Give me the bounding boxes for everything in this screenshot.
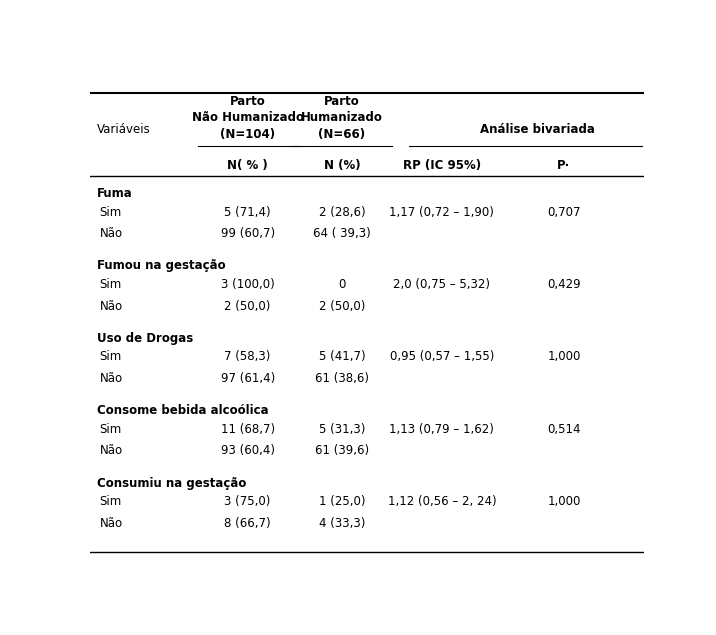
Text: RP (IC 95%): RP (IC 95%) [403,159,481,171]
Text: 61 (39,6): 61 (39,6) [315,444,369,457]
Text: Consumiu na gestação: Consumiu na gestação [97,476,246,490]
Text: Não: Não [100,372,122,385]
Text: 1,17 (0,72 – 1,90): 1,17 (0,72 – 1,90) [390,206,494,218]
Text: 61 (38,6): 61 (38,6) [315,372,369,385]
Text: 3 (75,0): 3 (75,0) [224,495,271,508]
Text: 8 (66,7): 8 (66,7) [224,517,271,530]
Text: 2 (50,0): 2 (50,0) [319,300,365,312]
Text: Sim: Sim [100,278,122,291]
Text: 0,707: 0,707 [547,206,581,218]
Text: 64 ( 39,3): 64 ( 39,3) [313,227,371,240]
Text: Variáveis: Variáveis [97,123,150,137]
Text: Sim: Sim [100,206,122,218]
Text: 0,429: 0,429 [547,278,581,291]
Text: Sim: Sim [100,351,122,363]
Text: Sim: Sim [100,495,122,508]
Text: 5 (71,4): 5 (71,4) [224,206,271,218]
Text: 2 (50,0): 2 (50,0) [224,300,271,312]
Text: Uso de Drogas: Uso de Drogas [97,331,193,345]
Text: 4 (33,3): 4 (33,3) [319,517,365,530]
Text: Não: Não [100,300,122,312]
Text: 11 (68,7): 11 (68,7) [221,423,275,436]
Text: Não: Não [100,517,122,530]
Text: 1,12 (0,56 – 2, 24): 1,12 (0,56 – 2, 24) [387,495,496,508]
Text: Fumou na gestação: Fumou na gestação [97,260,226,272]
Text: P·: P· [557,159,571,171]
Text: N( % ): N( % ) [227,159,268,171]
Text: 2 (28,6): 2 (28,6) [319,206,365,218]
Text: Parto
Não Humanizado
(N=104): Parto Não Humanizado (N=104) [192,95,304,141]
Text: Análise bivariada: Análise bivariada [480,123,595,137]
Text: 2,0 (0,75 – 5,32): 2,0 (0,75 – 5,32) [393,278,490,291]
Text: Fuma: Fuma [97,187,132,200]
Text: 0,95 (0,57 – 1,55): 0,95 (0,57 – 1,55) [390,351,494,363]
Text: 3 (100,0): 3 (100,0) [221,278,274,291]
Text: 0: 0 [338,278,346,291]
Text: Parto
Humanizado
(N=66): Parto Humanizado (N=66) [301,95,383,141]
Text: 93 (60,4): 93 (60,4) [221,444,275,457]
Text: 7 (58,3): 7 (58,3) [224,351,271,363]
Text: 0,514: 0,514 [547,423,581,436]
Text: 99 (60,7): 99 (60,7) [221,227,275,240]
Text: Consome bebida alcoólica: Consome bebida alcoólica [97,404,268,417]
Text: 97 (61,4): 97 (61,4) [221,372,275,385]
Text: 1 (25,0): 1 (25,0) [319,495,365,508]
Text: Sim: Sim [100,423,122,436]
Text: 1,13 (0,79 – 1,62): 1,13 (0,79 – 1,62) [390,423,494,436]
Text: 5 (31,3): 5 (31,3) [319,423,365,436]
Text: N (%): N (%) [324,159,360,171]
Text: Não: Não [100,227,122,240]
Text: Não: Não [100,444,122,457]
Text: 1,000: 1,000 [547,495,581,508]
Text: 1,000: 1,000 [547,351,581,363]
Text: 5 (41,7): 5 (41,7) [319,351,365,363]
